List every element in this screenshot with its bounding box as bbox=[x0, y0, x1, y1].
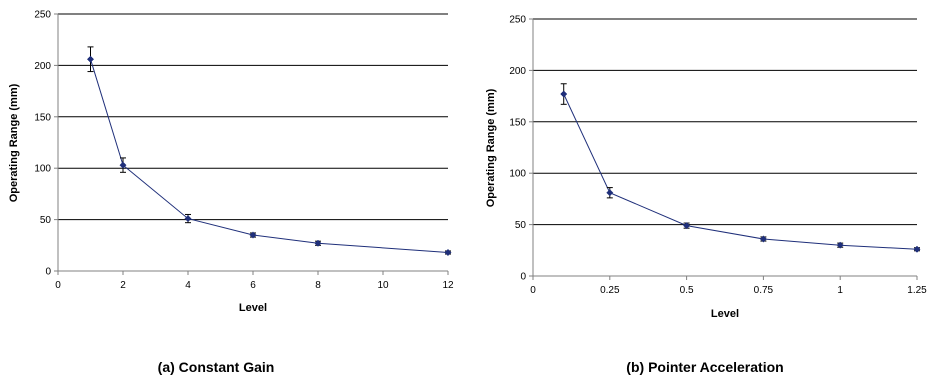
chart-a-series-line bbox=[90, 59, 449, 253]
chart-a-y-axis-title: Operating Range (mm) bbox=[8, 83, 20, 202]
chart-b-y-tick-label: 100 bbox=[509, 169, 526, 180]
chart-pointer-acceleration: Level Operating Range (mm) (b) Pointer A… bbox=[485, 15, 927, 376]
chart-a-y-tick-label: 150 bbox=[34, 112, 51, 123]
chart-a-x-tick-label: 6 bbox=[250, 280, 256, 291]
chart-a-data-point bbox=[314, 239, 322, 247]
chart-b-data-point bbox=[560, 90, 568, 98]
chart-a-x-tick-label: 8 bbox=[315, 280, 321, 291]
chart-a-caption: (a) Constant Gain bbox=[158, 359, 275, 375]
chart-a-y-tick-label: 0 bbox=[45, 267, 51, 278]
chart-b-x-tick-label: 1 bbox=[837, 285, 843, 296]
chart-a-y-tick-label: 200 bbox=[34, 61, 51, 72]
chart-b-x-tick-label: 0.25 bbox=[600, 285, 620, 296]
chart-b-x-tick-label: 0.5 bbox=[680, 285, 694, 296]
chart-b-data-point bbox=[836, 241, 844, 249]
chart-b-caption: (b) Pointer Acceleration bbox=[626, 359, 783, 375]
chart-a-y-tick-label: 100 bbox=[34, 164, 51, 175]
chart-a-x-tick-label: 0 bbox=[55, 280, 61, 291]
chart-a-x-tick-label: 10 bbox=[377, 280, 389, 291]
chart-b-y-tick-label: 200 bbox=[509, 66, 526, 77]
chart-constant-gain: Level Operating Range (mm) (a) Constant … bbox=[8, 10, 454, 376]
chart-b-x-tick-label: 0 bbox=[530, 285, 536, 296]
chart-a-y-tick-label: 50 bbox=[40, 215, 52, 226]
chart-a-y-tick-label: 250 bbox=[34, 10, 51, 21]
chart-b-y-tick-label: 50 bbox=[515, 220, 527, 231]
chart-b-y-tick-label: 150 bbox=[509, 117, 526, 128]
chart-a-data-point bbox=[249, 231, 257, 239]
chart-b-series-line bbox=[563, 93, 918, 250]
chart-a-data-point bbox=[86, 55, 95, 63]
chart-a-data-point bbox=[184, 215, 192, 223]
chart-b-y-axis-title: Operating Range (mm) bbox=[485, 88, 497, 207]
chart-a-x-tick-label: 12 bbox=[442, 280, 454, 291]
chart-a-x-axis-title: Level bbox=[239, 302, 267, 314]
chart-b-x-axis-title: Level bbox=[711, 308, 739, 320]
chart-a-x-tick-label: 4 bbox=[185, 280, 191, 291]
chart-a-x-tick-label: 2 bbox=[120, 280, 126, 291]
chart-b-data-point bbox=[913, 245, 921, 253]
chart-a-data-point bbox=[444, 248, 452, 257]
chart-b-y-tick-label: 250 bbox=[509, 15, 526, 26]
chart-b-data-point bbox=[759, 235, 767, 243]
chart-a-data-point bbox=[119, 161, 127, 169]
chart-b-y-tick-label: 0 bbox=[520, 272, 526, 283]
chart-b-x-tick-label: 1.25 bbox=[907, 285, 927, 296]
chart-b-data-point bbox=[606, 189, 614, 197]
chart-b-x-tick-label: 0.75 bbox=[754, 285, 774, 296]
chart-b-data-point bbox=[683, 222, 691, 230]
